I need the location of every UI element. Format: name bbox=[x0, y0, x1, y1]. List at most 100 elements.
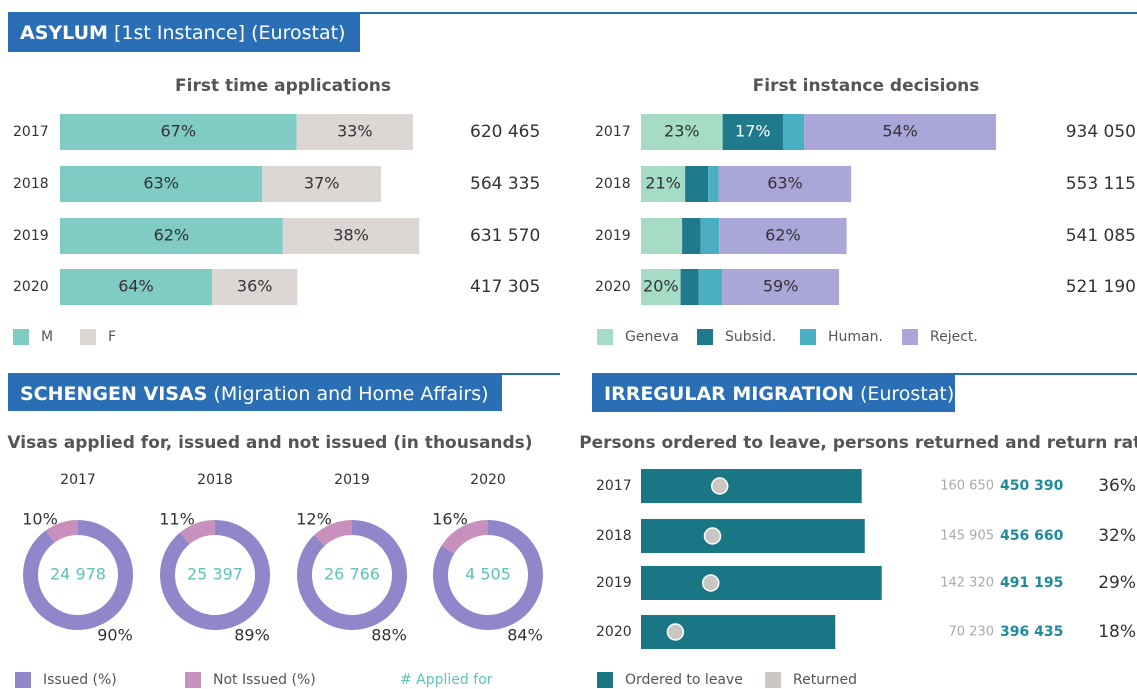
bar-segment bbox=[685, 166, 709, 202]
applied-label: 26 766 bbox=[324, 565, 380, 584]
title: SCHENGEN VISAS bbox=[20, 383, 207, 405]
title: ASYLUM bbox=[20, 22, 108, 44]
bar-segment bbox=[262, 166, 382, 202]
donut-segment bbox=[160, 520, 270, 630]
value-label: 88% bbox=[371, 626, 407, 645]
bar-segment bbox=[641, 269, 681, 305]
year-label: 2018 bbox=[197, 472, 233, 488]
chart-title: Persons ordered to leave, persons return… bbox=[579, 433, 1137, 453]
bar bbox=[641, 566, 882, 600]
bar-segment bbox=[804, 114, 996, 150]
legend-label: Returned bbox=[793, 672, 857, 688]
value-label: 20% bbox=[643, 277, 679, 296]
section-header bbox=[592, 375, 955, 412]
legend-label: # Applied for bbox=[400, 672, 493, 688]
value-label: 62% bbox=[765, 226, 801, 245]
donut-segment bbox=[314, 520, 353, 547]
returned-label: 160 650 bbox=[940, 479, 994, 494]
bar-segment bbox=[782, 114, 805, 150]
bar-segment bbox=[60, 269, 212, 305]
year-label: 2019 bbox=[334, 472, 370, 488]
bar-segment bbox=[641, 114, 723, 150]
bar-segment bbox=[641, 218, 683, 254]
returned-label: 70 230 bbox=[949, 625, 995, 640]
value-label: 16% bbox=[432, 510, 468, 529]
legend-label: Issued (%) bbox=[43, 672, 117, 688]
legend-swatch bbox=[13, 329, 29, 345]
applied-label: 4 505 bbox=[465, 565, 511, 584]
year-label: 2020 bbox=[596, 624, 632, 640]
bar-segment bbox=[641, 166, 686, 202]
legend-label: Human. bbox=[828, 329, 883, 345]
year-label: 2018 bbox=[595, 176, 631, 192]
legend-swatch bbox=[15, 672, 31, 688]
total-label: 620 465 bbox=[470, 122, 540, 142]
applied-label: 24 978 bbox=[50, 565, 106, 584]
donut-segment bbox=[23, 520, 133, 630]
bar-segment bbox=[282, 218, 420, 254]
section-title: IRREGULAR MIGRATION (Eurostat) bbox=[604, 383, 954, 405]
year-label: 2018 bbox=[13, 176, 49, 192]
bar-segment bbox=[718, 166, 852, 202]
total-label: 541 085 bbox=[1066, 226, 1136, 246]
value-label: 89% bbox=[234, 626, 270, 645]
value-label: 90% bbox=[97, 626, 133, 645]
rate-label: 18% bbox=[1098, 622, 1136, 642]
year-label: 2017 bbox=[595, 124, 631, 140]
title: IRREGULAR MIGRATION bbox=[604, 383, 854, 405]
legend-swatch bbox=[597, 672, 613, 688]
rate-label: 32% bbox=[1098, 526, 1136, 546]
ordered-label: 491 195 bbox=[1000, 575, 1063, 591]
chart-title: Visas applied for, issued and not issued… bbox=[7, 433, 532, 453]
value-label: 38% bbox=[333, 226, 369, 245]
returned-label: 145 905 bbox=[940, 529, 994, 544]
applied-label: 25 397 bbox=[187, 565, 243, 584]
donut-segment bbox=[179, 520, 216, 545]
value-label: 11% bbox=[159, 510, 195, 529]
value-label: 62% bbox=[154, 226, 190, 245]
chart-title: First instance decisions bbox=[753, 76, 980, 96]
section-title: ASYLUM [1st Instance] (Eurostat) bbox=[20, 22, 345, 44]
value-label: 63% bbox=[767, 174, 803, 193]
bar-segment bbox=[60, 218, 283, 254]
chart-title: First time applications bbox=[175, 76, 391, 96]
year-label: 2019 bbox=[595, 228, 631, 244]
bar-segment bbox=[682, 218, 701, 254]
bar bbox=[641, 469, 862, 503]
value-label: 64% bbox=[118, 277, 154, 296]
total-label: 553 115 bbox=[1066, 174, 1136, 194]
bar-segment bbox=[211, 269, 298, 305]
bar-segment bbox=[722, 114, 783, 150]
legend-label: F bbox=[108, 329, 116, 345]
value-label: 59% bbox=[763, 277, 799, 296]
returned-label: 142 320 bbox=[940, 576, 994, 591]
bar-segment bbox=[722, 269, 840, 305]
dot bbox=[701, 574, 720, 592]
legend-label: Ordered to leave bbox=[625, 672, 743, 688]
ordered-label: 396 435 bbox=[1000, 624, 1063, 640]
year-label: 2017 bbox=[596, 478, 632, 494]
section-title: SCHENGEN VISAS (Migration and Home Affai… bbox=[20, 383, 489, 405]
legend-label: Not Issued (%) bbox=[213, 672, 316, 688]
value-label: 17% bbox=[735, 122, 771, 141]
year-label: 2020 bbox=[470, 472, 506, 488]
bar-segment bbox=[680, 269, 699, 305]
total-label: 521 190 bbox=[1066, 277, 1136, 297]
section-header bbox=[8, 14, 360, 52]
bar-segment bbox=[60, 166, 263, 202]
legend-swatch bbox=[902, 329, 918, 345]
donut-segment bbox=[45, 520, 79, 543]
value-label: 33% bbox=[337, 122, 373, 141]
legend-swatch bbox=[597, 329, 613, 345]
year-label: 2018 bbox=[596, 528, 632, 544]
value-label: 63% bbox=[143, 174, 179, 193]
legend-label: M bbox=[41, 329, 53, 345]
dot bbox=[666, 623, 685, 641]
bar bbox=[641, 519, 865, 553]
donut-segment bbox=[297, 520, 407, 630]
total-label: 631 570 bbox=[470, 226, 540, 246]
dot bbox=[710, 477, 729, 495]
legend-swatch bbox=[697, 329, 713, 345]
